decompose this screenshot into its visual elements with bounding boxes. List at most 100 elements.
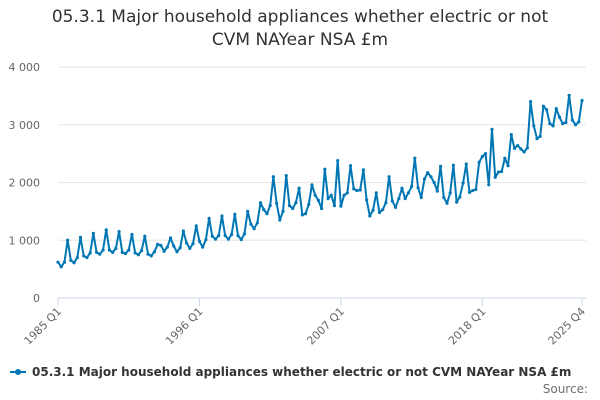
data-point xyxy=(464,162,468,166)
data-point xyxy=(548,121,552,126)
data-point xyxy=(175,250,179,254)
data-point xyxy=(249,222,253,226)
data-point xyxy=(127,248,131,252)
data-point xyxy=(525,146,529,150)
data-point xyxy=(512,146,517,151)
data-point xyxy=(355,188,359,193)
gridlines xyxy=(58,66,586,241)
y-tick-label: 2 000 xyxy=(9,177,41,190)
data-point xyxy=(442,195,446,200)
data-point xyxy=(397,197,401,201)
data-point xyxy=(332,204,337,208)
data-point xyxy=(194,224,198,228)
data-point xyxy=(326,197,330,201)
data-point xyxy=(181,229,185,233)
data-point xyxy=(477,160,481,164)
data-point xyxy=(451,163,456,167)
data-point xyxy=(217,234,221,238)
data-point xyxy=(201,245,205,249)
data-point xyxy=(509,132,513,137)
data-point xyxy=(258,201,263,205)
data-point xyxy=(435,189,439,193)
data-point xyxy=(307,202,311,207)
data-point xyxy=(448,191,452,195)
x-tick-label: 1996 Q1 xyxy=(163,305,206,348)
data-point xyxy=(500,169,504,174)
data-point xyxy=(573,123,578,127)
data-point xyxy=(233,212,237,216)
data-point xyxy=(541,104,546,108)
y-tick-label: 3 000 xyxy=(9,119,41,132)
data-point xyxy=(284,173,288,178)
data-point xyxy=(287,204,292,208)
data-point xyxy=(458,195,462,199)
data-point xyxy=(152,250,157,254)
data-point xyxy=(519,147,523,151)
data-point xyxy=(432,180,436,185)
data-point xyxy=(577,120,581,124)
data-point xyxy=(246,209,250,213)
data-point xyxy=(165,245,169,249)
x-tick-label: 2018 Q1 xyxy=(446,305,489,348)
data-point xyxy=(59,265,63,269)
data-point xyxy=(419,195,423,200)
data-point xyxy=(66,238,70,242)
data-point xyxy=(538,134,542,138)
data-point xyxy=(493,175,497,179)
data-point xyxy=(406,191,410,195)
data-point xyxy=(255,221,259,225)
data-point xyxy=(345,191,349,195)
chart-title-line-2: CVM NAYear NSA £m xyxy=(211,30,389,50)
data-point xyxy=(506,164,510,168)
legend[interactable]: 05.3.1 Major household appliances whethe… xyxy=(10,365,571,379)
data-point xyxy=(429,175,433,179)
y-axis-labels: 0 1 000 2 000 3 000 4 000 xyxy=(9,61,41,305)
data-point xyxy=(213,237,218,241)
data-point xyxy=(528,100,533,104)
data-point xyxy=(94,250,99,254)
data-point xyxy=(570,118,574,122)
data-point xyxy=(239,238,243,242)
data-series xyxy=(56,93,584,269)
data-point xyxy=(220,214,224,218)
data-point xyxy=(188,246,192,250)
data-point xyxy=(184,241,189,245)
data-point xyxy=(223,234,227,238)
data-point xyxy=(56,260,60,264)
y-tick-label: 4 000 xyxy=(9,61,41,74)
data-point xyxy=(381,208,385,212)
chart-title-line-1: 05.3.1 Major household appliances whethe… xyxy=(51,7,549,27)
data-point xyxy=(320,206,324,211)
data-point xyxy=(123,251,128,256)
data-point xyxy=(291,206,295,211)
legend-line-marker-icon xyxy=(10,368,26,376)
data-point xyxy=(377,210,382,215)
data-point xyxy=(62,260,67,264)
data-point xyxy=(159,243,163,248)
data-point xyxy=(130,232,134,237)
data-point xyxy=(352,187,356,191)
data-point xyxy=(78,235,83,239)
data-point xyxy=(532,124,536,128)
data-point xyxy=(91,231,95,235)
data-point xyxy=(426,171,430,175)
data-point xyxy=(410,184,414,189)
data-point xyxy=(490,127,494,131)
data-point xyxy=(329,193,333,197)
data-point xyxy=(197,239,202,244)
data-point xyxy=(230,232,234,237)
legend-label: 05.3.1 Major household appliances whethe… xyxy=(32,365,572,379)
data-point xyxy=(265,212,269,216)
data-point xyxy=(101,248,105,252)
data-point xyxy=(117,229,121,234)
data-point xyxy=(400,186,404,190)
data-point xyxy=(300,213,304,217)
data-point xyxy=(85,255,89,260)
data-point xyxy=(104,228,108,232)
data-point xyxy=(236,234,240,238)
data-point xyxy=(503,156,507,160)
data-point xyxy=(303,212,308,216)
data-point xyxy=(275,201,279,205)
data-point xyxy=(242,232,247,236)
